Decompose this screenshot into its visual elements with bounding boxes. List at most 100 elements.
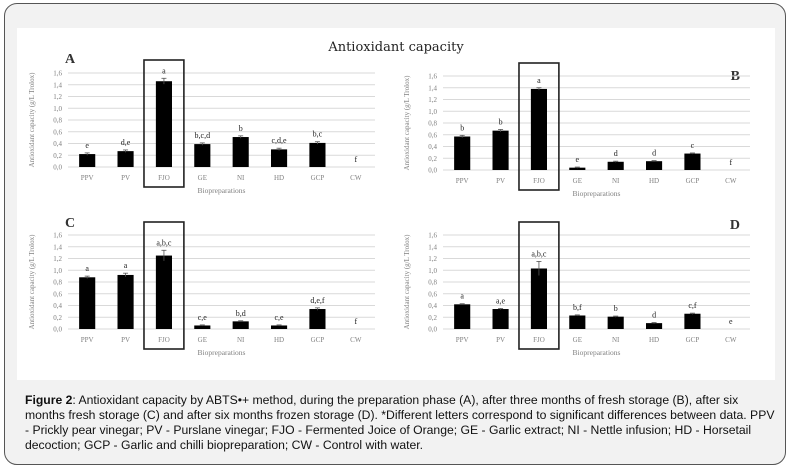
x-tick-label: HD xyxy=(274,174,284,182)
bar-ppv xyxy=(454,136,471,170)
y-tick-label: 1,0 xyxy=(428,267,437,275)
bar-ni xyxy=(607,161,624,170)
y-tick-label: 1,0 xyxy=(53,105,62,113)
y-axis-label: Antioxidant capacity (g/L Trolox) xyxy=(403,234,411,329)
y-tick-label: 0,4 xyxy=(428,143,437,151)
x-tick-label: FJO xyxy=(158,336,170,344)
bar-ni xyxy=(607,316,624,329)
x-tick-label: CW xyxy=(725,336,737,344)
x-tick-label: FJO xyxy=(158,174,170,182)
y-tick-label: 0,6 xyxy=(428,131,437,139)
x-tick-label: PV xyxy=(121,336,130,344)
bar-gcp xyxy=(309,142,326,167)
y-tick-label: 0,8 xyxy=(428,120,437,128)
bar-ppv xyxy=(79,154,96,167)
significance-letter: b xyxy=(239,124,243,133)
significance-letter: c,f xyxy=(688,301,697,310)
bar-ge xyxy=(194,325,211,329)
significance-letter: a xyxy=(537,76,541,85)
bar-gcp xyxy=(309,309,326,329)
y-tick-label: 0,0 xyxy=(428,326,437,334)
x-tick-label: CW xyxy=(350,336,362,344)
y-tick-label: 1,2 xyxy=(428,255,437,263)
x-tick-label: PV xyxy=(496,177,505,185)
significance-letter: c,e xyxy=(198,313,208,322)
y-tick-label: 1,0 xyxy=(428,108,437,116)
x-tick-label: GE xyxy=(198,174,207,182)
significance-letter: d,e xyxy=(121,138,131,147)
bar-hd xyxy=(271,149,288,167)
y-tick-label: 1,4 xyxy=(428,84,437,92)
panel-letter: D xyxy=(730,218,740,233)
bar-hd xyxy=(646,161,663,170)
significance-letter: c,e xyxy=(275,313,285,322)
significance-letter: d xyxy=(652,311,656,320)
x-tick-label: NI xyxy=(237,336,245,344)
y-tick-label: 0,8 xyxy=(428,279,437,287)
figure-title: Antioxidant capacity xyxy=(328,40,464,55)
y-tick-label: 1,2 xyxy=(53,93,62,101)
bar-pv xyxy=(117,151,134,167)
x-tick-label: FJO xyxy=(533,336,545,344)
significance-letter: f xyxy=(729,158,732,167)
y-tick-label: 1,4 xyxy=(428,243,437,251)
bar-ni xyxy=(232,137,249,167)
bar-ni xyxy=(232,321,249,329)
bar-fjo xyxy=(530,268,547,329)
significance-letter: c xyxy=(691,141,695,150)
y-tick-label: 0,0 xyxy=(53,164,62,172)
significance-letter: a,e xyxy=(496,296,506,305)
significance-letter: d xyxy=(652,149,656,158)
y-tick-label: 0,4 xyxy=(428,302,437,310)
x-axis-label: Biopreparations xyxy=(573,348,621,357)
y-tick-label: 0,4 xyxy=(53,302,62,310)
x-axis-label: Biopreparations xyxy=(573,189,621,198)
significance-letter: a xyxy=(85,264,89,273)
bar-pv xyxy=(492,130,509,170)
significance-letter: f xyxy=(354,317,357,326)
bar-fjo xyxy=(155,81,172,167)
chart-b: B0,00,20,40,60,81,01,21,41,6Antioxidant … xyxy=(403,62,750,198)
significance-letter: b,f xyxy=(573,303,582,312)
significance-letter: b xyxy=(499,117,503,126)
y-tick-label: 1,0 xyxy=(53,267,62,275)
highlight-box xyxy=(143,59,185,188)
bar-hd xyxy=(271,325,288,329)
x-tick-label: GCP xyxy=(311,336,325,344)
x-tick-label: HD xyxy=(274,336,284,344)
significance-letter: e xyxy=(729,317,733,326)
x-tick-label: GCP xyxy=(686,336,700,344)
bar-fjo xyxy=(155,255,172,329)
y-tick-label: 0,2 xyxy=(428,155,437,163)
y-tick-label: 0,6 xyxy=(53,290,62,298)
x-tick-label: PPV xyxy=(456,177,469,185)
y-tick-label: 0,6 xyxy=(428,290,437,298)
bar-ppv xyxy=(79,277,96,329)
significance-letter: a xyxy=(162,66,166,75)
x-tick-label: NI xyxy=(612,177,620,185)
y-axis-label: Antioxidant capacity (g/L Trolox) xyxy=(28,234,36,329)
x-tick-label: GE xyxy=(198,336,207,344)
significance-letter: e xyxy=(85,141,89,150)
x-tick-label: PV xyxy=(496,336,505,344)
y-tick-label: 0,2 xyxy=(428,314,437,322)
figure-caption: Figure 2: Antioxidant capacity by ABTS•+… xyxy=(25,393,775,453)
highlight-box xyxy=(143,221,185,350)
y-tick-label: 1,6 xyxy=(428,232,437,240)
bar-ge xyxy=(194,144,211,167)
significance-letter: a,b,c xyxy=(531,249,547,258)
caption-text: : Antioxidant capacity by ABTS•+ method,… xyxy=(25,393,775,452)
y-tick-label: 1,2 xyxy=(428,96,437,104)
significance-letter: a,b,c xyxy=(156,238,172,247)
bar-gcp xyxy=(684,153,701,170)
y-axis-label: Antioxidant capacity (g/L Trolox) xyxy=(403,75,411,170)
significance-letter: d xyxy=(614,149,618,158)
y-tick-label: 1,6 xyxy=(53,70,62,78)
x-tick-label: CW xyxy=(725,177,737,185)
significance-letter: c,d,e xyxy=(272,136,288,145)
chart-d: D 0,0 0,2 0,4 0,6 0,8 1,0 1,2 1,4 1,6 Antioxidant … xyxy=(403,218,750,357)
significance-letter: d,e,f xyxy=(310,296,325,305)
x-tick-label: NI xyxy=(612,336,620,344)
bar-ge xyxy=(569,315,586,329)
y-tick-label: 1,4 xyxy=(53,81,62,89)
